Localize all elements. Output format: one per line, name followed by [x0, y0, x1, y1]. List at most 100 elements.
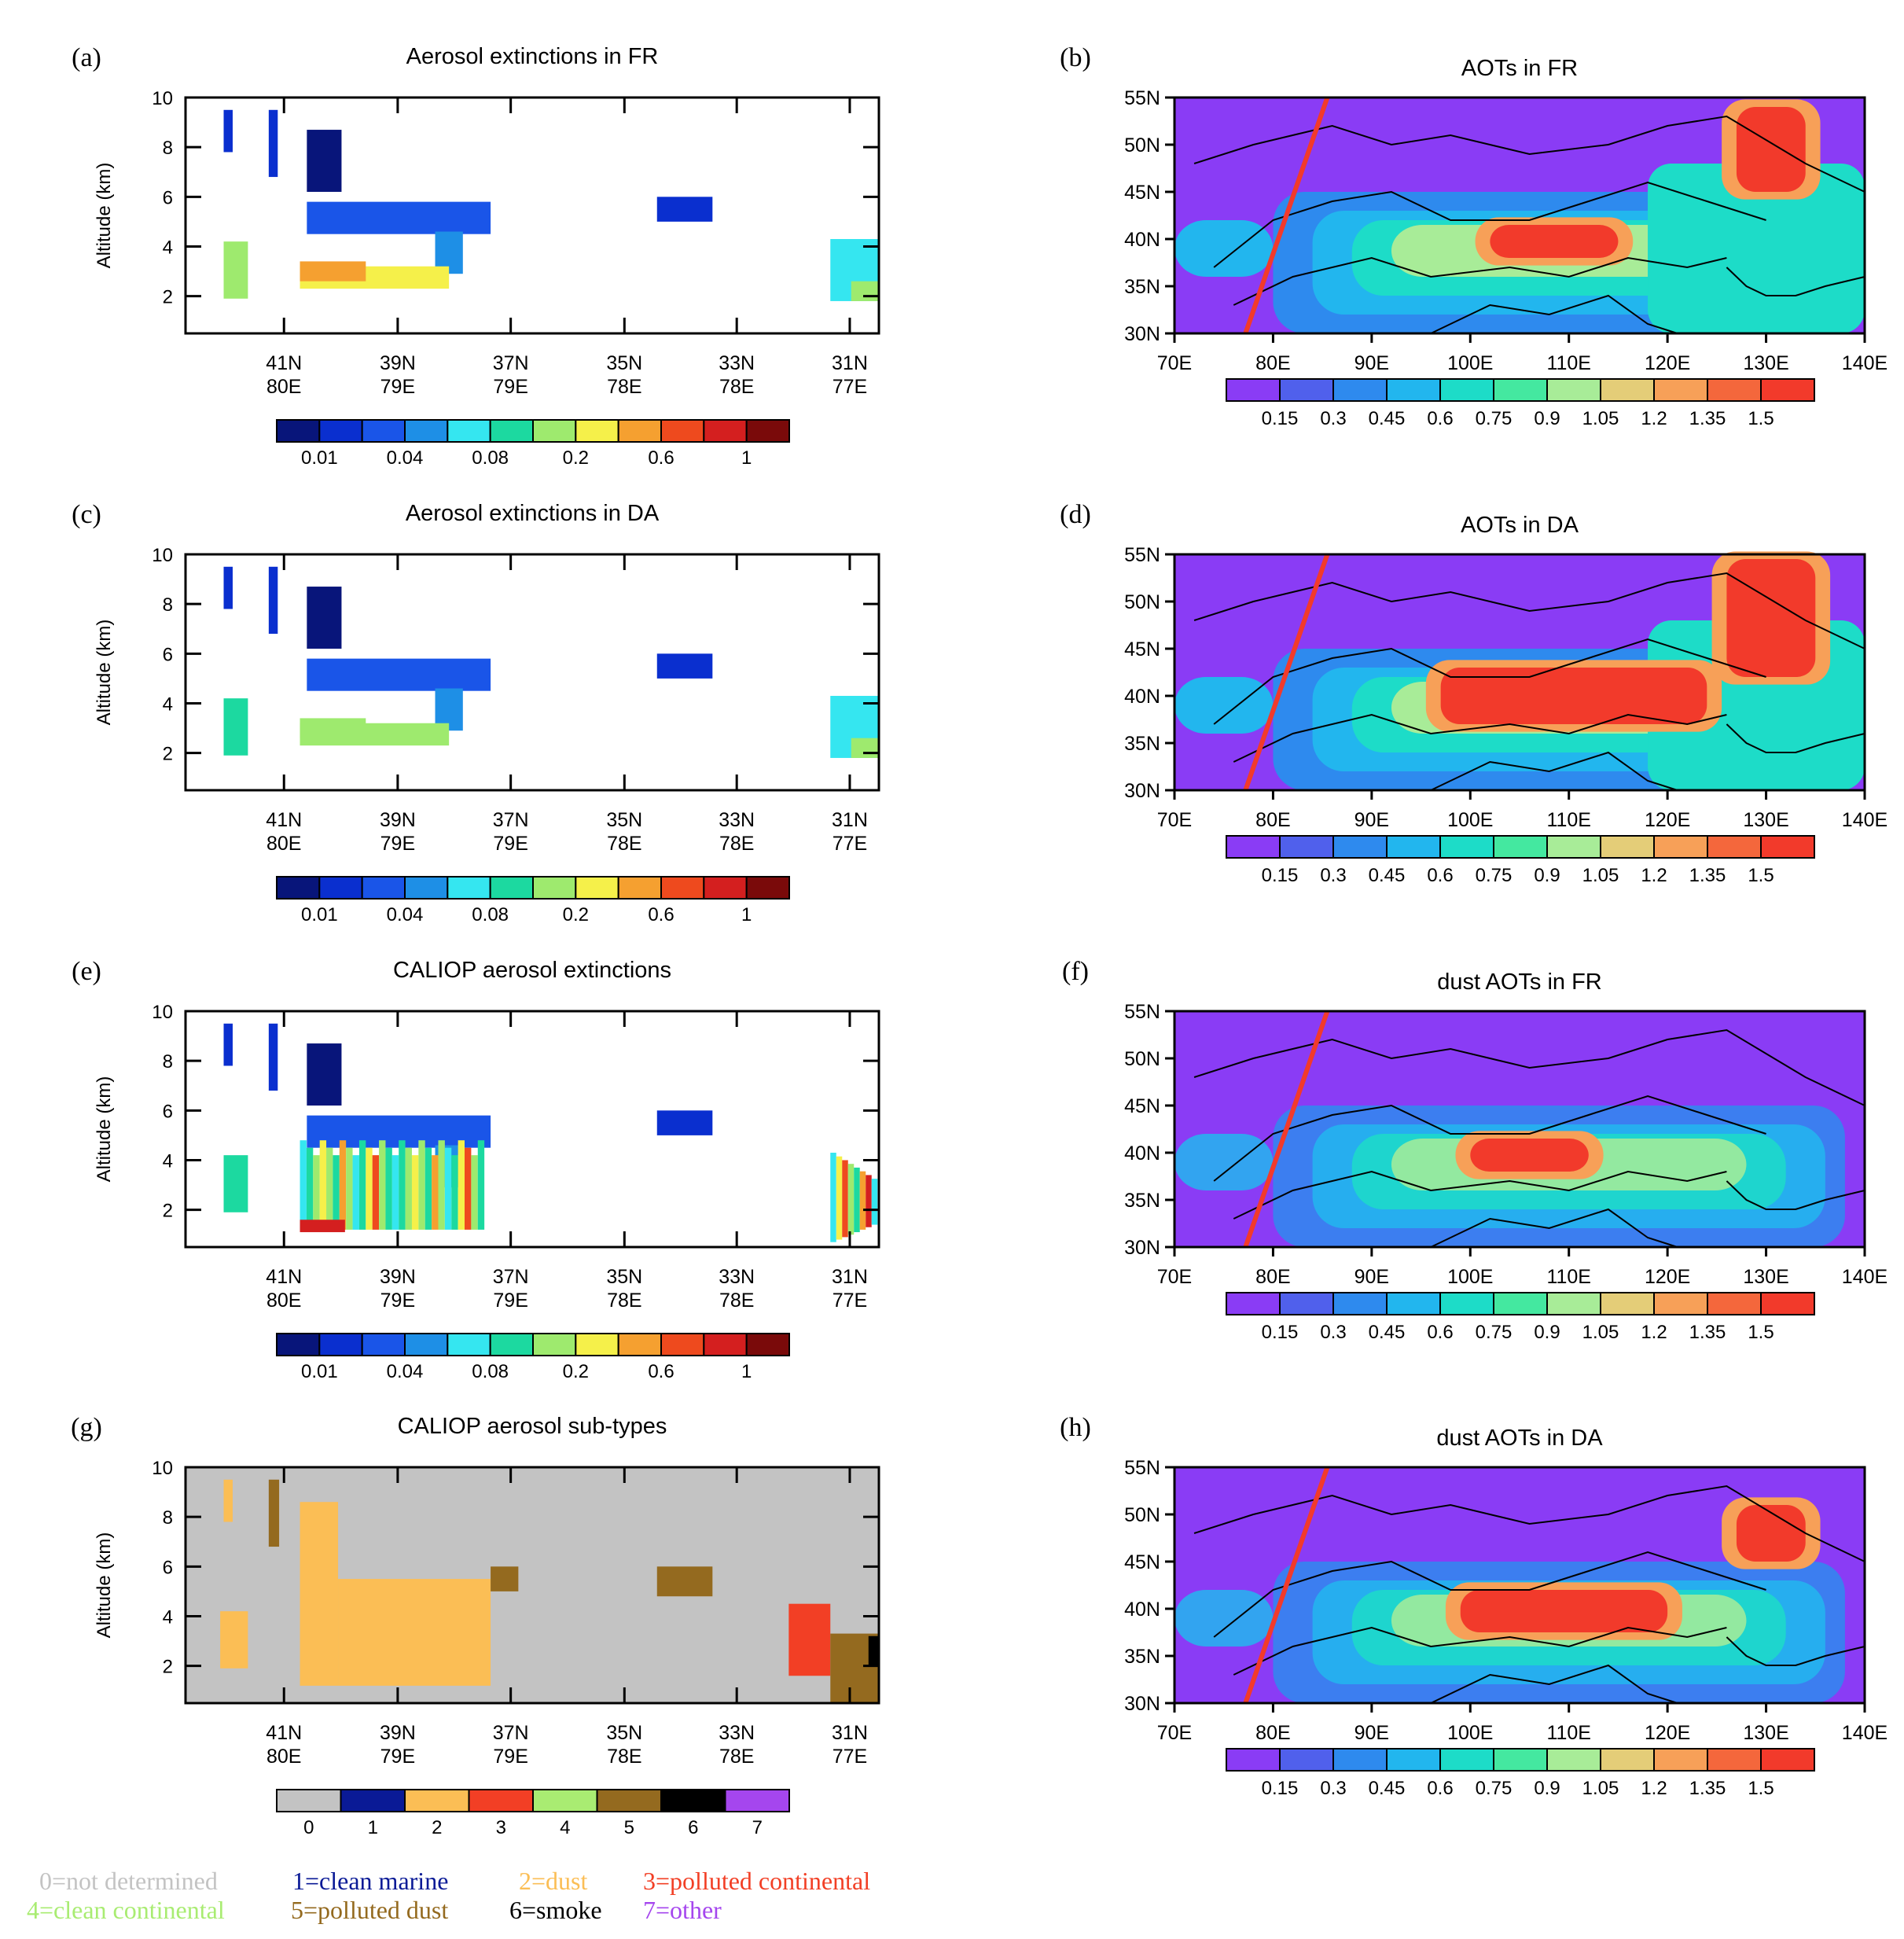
colorbar-cell	[1226, 835, 1281, 859]
colorbar-cell	[532, 876, 577, 900]
panel-title: dust AOTs in DA	[1436, 1426, 1603, 1451]
data-cell	[854, 1167, 860, 1233]
panel-b: (b) AOTs in FR 55N 50N 45N 40N 35N 30N 70E 80E 90E…	[1060, 43, 1887, 429]
colorbar-cell	[1546, 835, 1601, 859]
colorbar-cell	[1760, 835, 1815, 859]
boundary-line	[1726, 1180, 1865, 1210]
data-cell	[444, 1147, 452, 1230]
panel-label: (h)	[1060, 1413, 1091, 1442]
x-tick-label: 140E	[1842, 1266, 1887, 1288]
x-tick-label: 31N	[832, 1722, 868, 1744]
data-layer	[186, 1011, 879, 1247]
colorbar-cell	[703, 419, 748, 443]
data-cell	[432, 1155, 439, 1230]
x-tick-label: 80E	[1255, 1266, 1290, 1288]
colorbar-cell	[1386, 378, 1441, 402]
colorbar-label: 1.35	[1689, 1778, 1726, 1799]
y-tick-label: 40N	[1124, 1599, 1160, 1621]
y-tick-label: 50N	[1124, 591, 1160, 613]
panel-label: (b)	[1060, 43, 1091, 72]
x-tick-label: 41N	[266, 1266, 302, 1288]
x-tick-label: 77E	[833, 376, 867, 398]
y-tick-label: 10	[152, 545, 173, 566]
colorbar-cell	[1493, 378, 1548, 402]
legend-item: 7=other	[643, 1896, 722, 1924]
x-tick-label: 140E	[1842, 1722, 1887, 1744]
panel-title: dust AOTs in FR	[1437, 969, 1602, 995]
panel-title: AOTs in FR	[1461, 56, 1578, 81]
x-tick-label: 35N	[606, 1722, 642, 1744]
colorbar-cell	[660, 1789, 726, 1812]
data-cell	[268, 566, 278, 635]
boundary-line	[1233, 1170, 1727, 1220]
data-layer	[186, 554, 879, 790]
y-tick-label: 45N	[1124, 638, 1160, 660]
x-tick-label: 35N	[606, 352, 642, 374]
colorbar-cell	[1439, 1292, 1494, 1315]
y-tick-label: 8	[163, 1051, 173, 1073]
y-tick-label: 55N	[1124, 544, 1160, 566]
boundary-line	[1193, 115, 1865, 193]
colorbar-label: 0.6	[648, 904, 674, 925]
colorbar-label: 0.9	[1534, 865, 1560, 886]
colorbar-cell	[1279, 1292, 1334, 1315]
colorbar-cell	[361, 1333, 406, 1356]
data-cell	[307, 130, 342, 192]
colorbar-cell	[660, 1333, 705, 1356]
colorbar-label: 0.15	[1262, 408, 1299, 429]
colorbar-label: 1.35	[1689, 408, 1726, 429]
caliop-track-line	[1243, 97, 1330, 334]
data-cell	[399, 1140, 406, 1230]
colorbar-cell	[447, 419, 491, 443]
panel-label: (c)	[72, 500, 101, 529]
y-tick-label: 45N	[1124, 182, 1160, 204]
y-tick-label: 55N	[1124, 1457, 1160, 1479]
plot-background	[186, 1011, 879, 1247]
colorbar-label: 0.3	[1320, 865, 1346, 886]
colorbar-label: 0.9	[1534, 408, 1560, 429]
colorbar-label: 0.04	[387, 1361, 424, 1382]
x-tick-label: 110E	[1546, 809, 1591, 831]
boundary-line	[1430, 1664, 1678, 1704]
aot-max-region	[1470, 1139, 1589, 1172]
colorbar-label: 0.3	[1320, 1778, 1346, 1799]
data-cell	[333, 1155, 340, 1230]
y-tick-label: 50N	[1124, 1048, 1160, 1070]
x-tick-label: 80E	[266, 833, 301, 855]
map-layer	[1174, 97, 1865, 334]
y-tick-label: 30N	[1124, 1693, 1160, 1715]
y-tick-label: 35N	[1124, 1190, 1160, 1212]
data-cell	[300, 261, 366, 281]
x-tick-label: 33N	[719, 1722, 755, 1744]
data-layer	[186, 98, 879, 333]
colorbar-label: 2	[432, 1817, 442, 1838]
colorbar-cell	[575, 876, 619, 900]
colorbar-cell	[532, 1789, 598, 1812]
colorbar-cell	[489, 419, 535, 443]
x-tick-label: 80E	[266, 1746, 301, 1768]
legend-item: 5=polluted dust	[291, 1896, 448, 1924]
aot-region	[1174, 1134, 1274, 1190]
boundary-line	[1213, 1095, 1766, 1182]
colorbar-label: 1.05	[1582, 1322, 1619, 1343]
colorbar-cell	[1653, 378, 1708, 402]
dust-cell	[300, 1502, 339, 1686]
aot-max-region	[1736, 107, 1806, 192]
data-cell	[391, 1155, 399, 1230]
x-tick-label: 79E	[493, 1746, 527, 1768]
data-cell	[307, 658, 491, 691]
data-cell	[372, 1155, 380, 1230]
data-cell	[851, 281, 879, 301]
data-cell	[300, 1140, 307, 1230]
x-tick-label: 78E	[607, 1290, 641, 1312]
colorbar-label: 0.08	[472, 1361, 509, 1382]
colorbar-cell	[489, 876, 535, 900]
y-tick-label: 55N	[1124, 87, 1160, 109]
data-cell	[268, 109, 278, 178]
x-tick-label: 110E	[1546, 352, 1591, 374]
colorbar-cell	[1439, 378, 1494, 402]
colorbar-label: 4	[560, 1817, 570, 1838]
y-tick-label: 2	[163, 1201, 173, 1222]
x-tick-label: 78E	[719, 833, 754, 855]
colorbar-label: 1.5	[1748, 1778, 1774, 1799]
